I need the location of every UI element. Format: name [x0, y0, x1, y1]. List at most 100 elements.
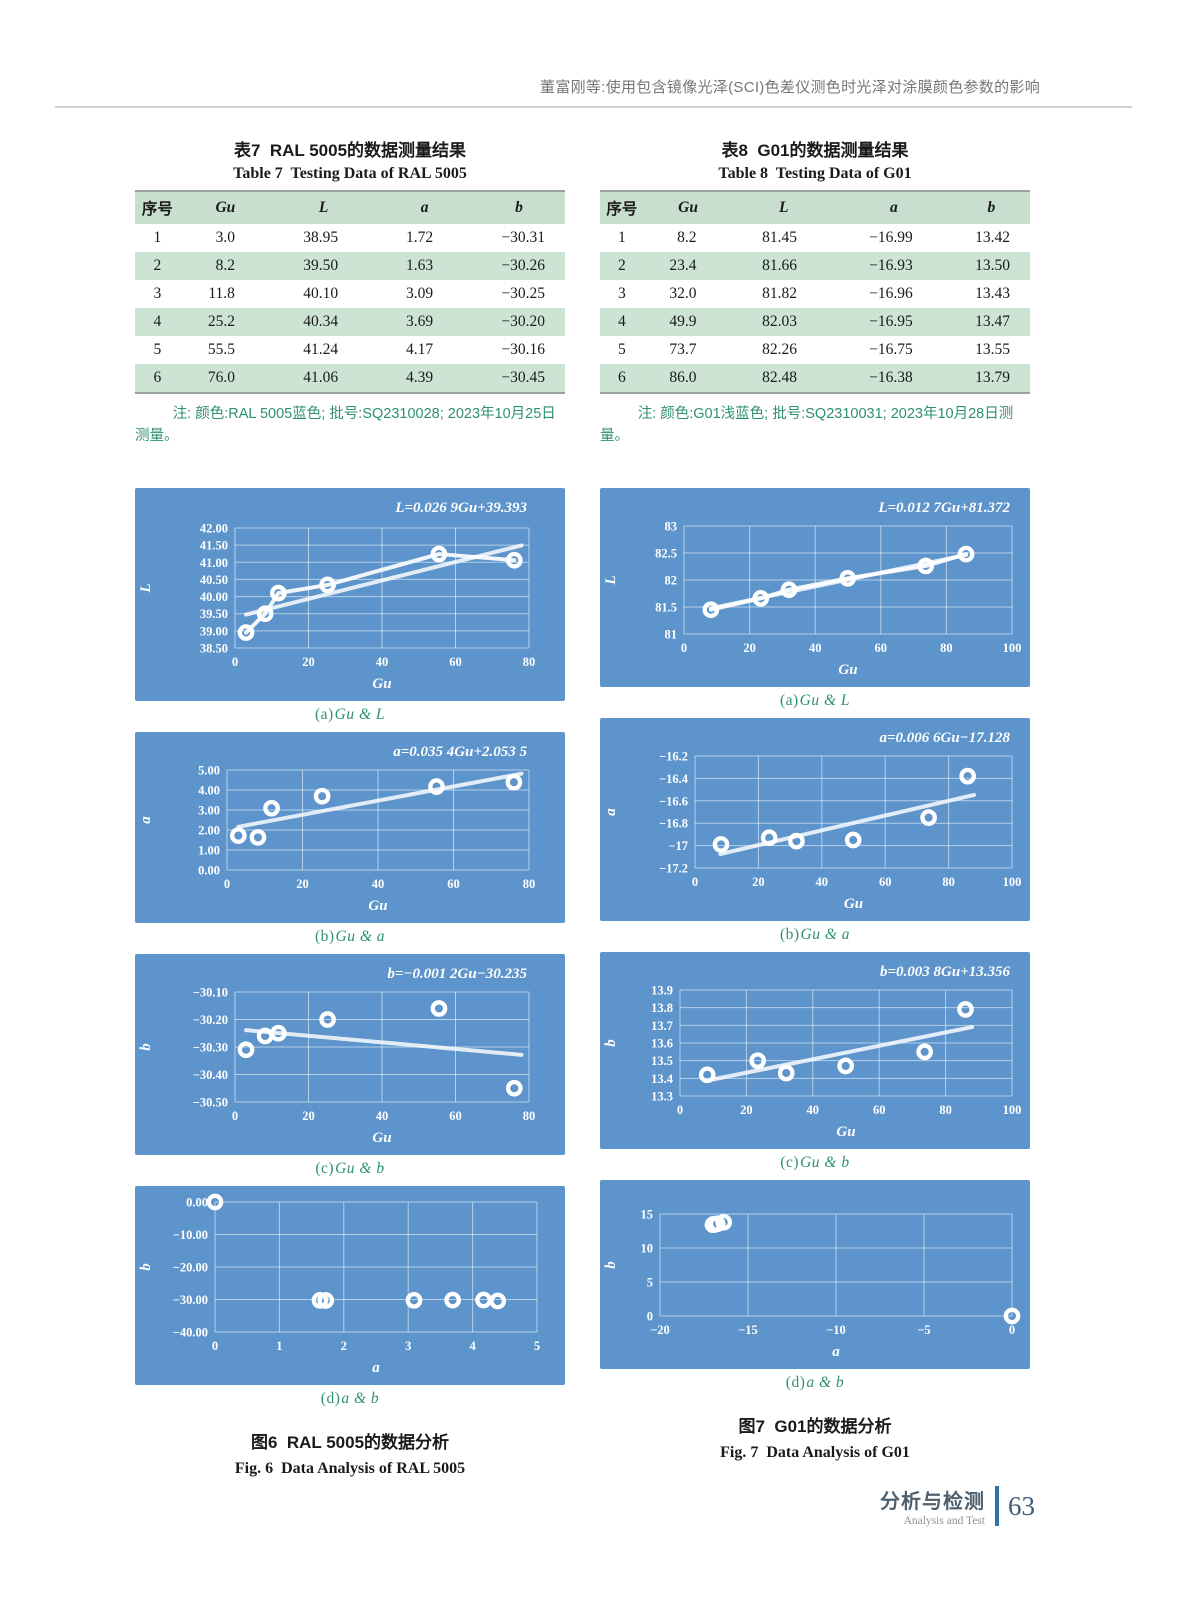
- y-tick-label: −30.50: [193, 1095, 228, 1109]
- data-point: [916, 1043, 934, 1061]
- data-point: [752, 589, 770, 607]
- figure6-caption-cn: 图6 RAL 5005的数据分析: [250, 1432, 450, 1452]
- table-row: 5 73.7 82.26 −16.75 13.55: [600, 336, 1030, 364]
- y-tick-label: −17.2: [659, 861, 688, 875]
- data-point: [444, 1291, 461, 1309]
- table-cell: −16.38: [869, 369, 913, 386]
- data-point: [505, 1079, 523, 1097]
- data-point: [780, 581, 798, 599]
- table7-title-en: Table 7 Testing Data of RAL 5005: [233, 165, 467, 182]
- table-cell: 13.79: [975, 369, 1010, 386]
- x-tick-label: 100: [1003, 641, 1022, 655]
- x-tick-label: 60: [447, 877, 460, 891]
- table-cell: 1.72: [405, 229, 434, 246]
- table-cell: 13.55: [975, 341, 1010, 358]
- subcaption-text: Gu & L: [334, 705, 386, 723]
- table-cell: −16.95: [869, 313, 913, 330]
- table-cell: −30.26: [501, 257, 545, 274]
- data-point: [1003, 1307, 1021, 1325]
- table-cell: −16.93: [869, 257, 913, 274]
- chart-ral-gu-a: 0 20 40 60 80 5.00 4.00 3.00 2.00 1.00 0.00 a=0.035…: [135, 731, 565, 923]
- table-cell: −16.75: [869, 341, 913, 358]
- chart-canvas-ral-gu-a: 0 20 40 60 80 5.00 4.00 3.00 2.00 1.00 0.00 a=0.035…: [138, 744, 535, 914]
- chart-subcaption-g01-a-b: (d)a & b: [600, 1374, 1030, 1392]
- data-point: [959, 767, 976, 785]
- x-tick-label: 80: [523, 655, 536, 669]
- table-cell: 41.24: [303, 341, 339, 358]
- subcaption-text: Gu & b: [335, 1159, 385, 1177]
- footer-section-cn: 分析与检测: [880, 1491, 985, 1513]
- subcaption-index: (c): [315, 1159, 335, 1177]
- x-tick-label: 100: [1003, 1103, 1022, 1117]
- y-tick-label: 81.5: [655, 600, 677, 614]
- data-point: [229, 827, 247, 844]
- table8-note: 注: 颜色:G01浅蓝色; 批号:SQ2310031; 2023年10月28日测…: [600, 406, 1014, 445]
- table-cell: 82.03: [762, 313, 798, 330]
- table-cell: 32.0: [669, 285, 697, 302]
- y-tick-label: 1.00: [198, 843, 220, 857]
- data-point: [715, 1213, 733, 1231]
- y-tick-label: −16.4: [659, 772, 689, 786]
- x-axis-label: Gu: [838, 662, 857, 678]
- column-g01: 表8 G01的数据测量结果 Table 8 Testing Data of G0…: [600, 136, 1030, 1478]
- data-point: [311, 1291, 329, 1309]
- x-tick-label: 60: [879, 875, 892, 889]
- x-tick-label: 60: [449, 1109, 462, 1123]
- table-cell: 13.50: [975, 257, 1010, 274]
- data-point: [760, 829, 778, 847]
- table-cell: 86.0: [669, 369, 697, 386]
- equation-label: a=0.035 4Gu+2.053 5: [393, 744, 527, 760]
- y-tick-label: 13.7: [651, 1019, 673, 1033]
- table8-title-en: Table 8 Testing Data of G01: [718, 165, 912, 182]
- x-tick-label: 1: [276, 1339, 282, 1353]
- table-cell: 82.48: [762, 369, 798, 386]
- x-tick-label: 0: [1009, 1323, 1015, 1337]
- data-point: [844, 831, 862, 849]
- trend-line: [711, 1024, 975, 1082]
- x-tick-label: 0: [212, 1339, 218, 1353]
- y-axis-label: b: [138, 1263, 154, 1271]
- data-point: [237, 624, 255, 641]
- table-cell: −30.45: [501, 369, 545, 386]
- x-tick-label: 20: [302, 655, 315, 669]
- figure7-caption-cn: 图7 G01的数据分析: [738, 1416, 892, 1436]
- y-axis-label: a: [138, 816, 154, 824]
- table-cell: 2: [153, 257, 162, 274]
- table-cell: 81.82: [762, 285, 798, 302]
- table-cell: −30.31: [501, 229, 545, 246]
- table-cell: 2: [617, 257, 626, 274]
- x-tick-label: 40: [376, 655, 389, 669]
- y-tick-label: 39.50: [200, 607, 228, 621]
- x-tick-label: −10: [826, 1323, 846, 1337]
- table-cell: 3.0: [215, 229, 235, 246]
- x-tick-label: 20: [740, 1103, 753, 1117]
- subcaption-index: (b): [314, 927, 335, 945]
- x-tick-label: 5: [534, 1339, 540, 1353]
- table7-title-cn: 表7 RAL 5005的数据测量结果: [233, 141, 467, 160]
- table-row: 5 55.5 41.24 4.17 −30.16: [135, 336, 565, 364]
- data-point: [920, 809, 937, 826]
- chart-g01-gu-b: 0 20 40 60 80 100 13.9 13.8 13.7 13.6 13.5 13.4 13.3…: [600, 951, 1030, 1149]
- y-tick-label: 13.9: [651, 983, 673, 997]
- table-cell: 8.2: [677, 229, 697, 246]
- y-tick-label: 13.4: [651, 1072, 674, 1086]
- x-tick-label: 40: [372, 877, 385, 891]
- table-row: 2 23.4 81.66 −16.93 13.50: [600, 252, 1030, 280]
- table-cell: 5: [153, 341, 162, 358]
- table-cell: 1: [153, 229, 162, 246]
- footer-divider: [995, 1486, 999, 1526]
- x-tick-label: 80: [523, 1109, 536, 1123]
- y-tick-label: 13.8: [651, 1001, 673, 1015]
- y-tick-label: 2.00: [198, 823, 220, 837]
- running-header: 董富刚等:使用包含镜像光泽(SCI)色差仪测色时光泽对涂膜颜色参数的影响: [540, 79, 1040, 96]
- table-cell: 4: [617, 313, 626, 330]
- data-point: [712, 836, 730, 853]
- col-header: L: [270, 191, 377, 224]
- data-point: [475, 1291, 492, 1309]
- data-point: [698, 1066, 716, 1084]
- y-tick-label: 0: [647, 1309, 653, 1323]
- chart-ral-a-b: 0 1 2 3 4 5 0.00 −10.00 −20.00 −30.00 −40.00 a b: [135, 1185, 565, 1385]
- x-tick-label: 80: [940, 641, 953, 655]
- table-cell: 13.42: [975, 229, 1010, 246]
